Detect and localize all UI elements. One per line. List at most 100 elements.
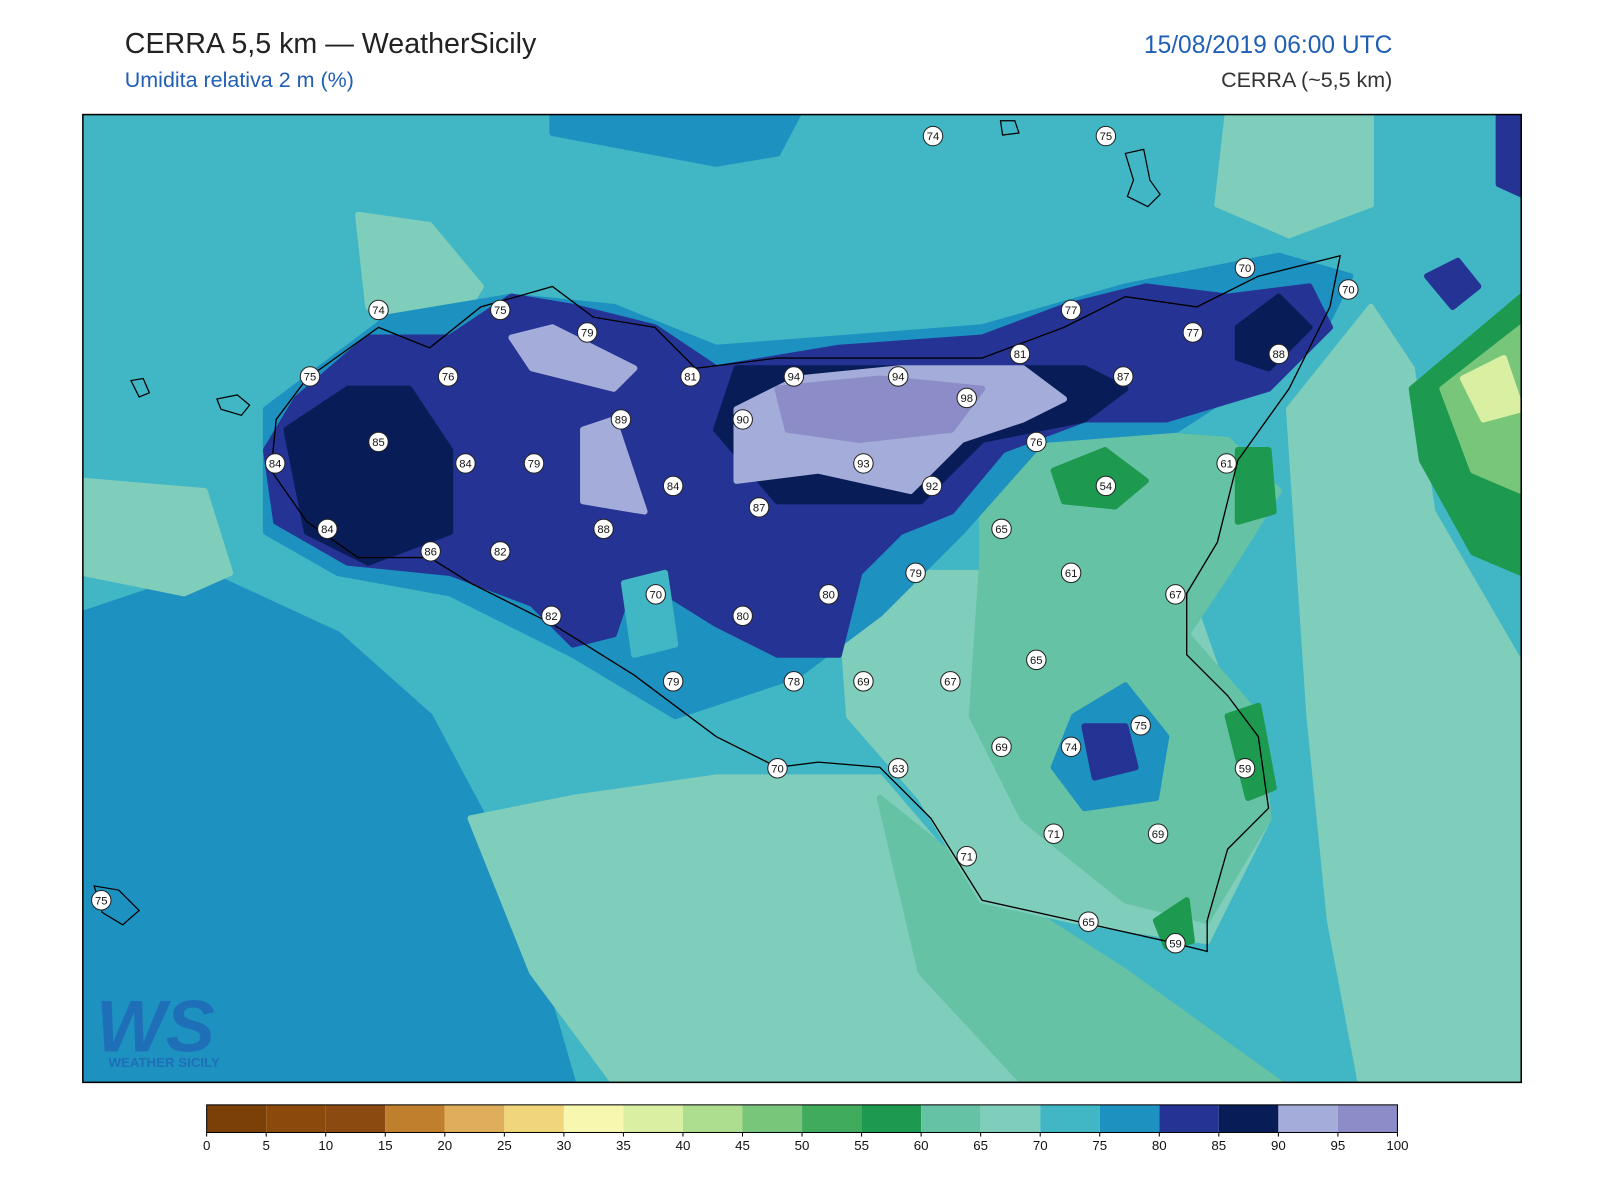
humidity-region (82, 477, 234, 597)
islands (93, 120, 1161, 926)
colorbar-tick-label: 5 (262, 1138, 269, 1153)
station-value: 87 (1117, 372, 1130, 384)
colorbar-swatch (1218, 1104, 1279, 1133)
colorbar-swatch (385, 1104, 445, 1133)
station-marker (368, 431, 389, 453)
station-value: 61 (1065, 568, 1078, 580)
station-marker (1338, 279, 1359, 300)
humidity-region (1214, 114, 1374, 239)
station-value: 92 (926, 481, 939, 493)
station-value: 82 (545, 611, 558, 623)
humidity-region (1285, 303, 1522, 1083)
colorbar-tick-label: 65 (973, 1138, 988, 1153)
station-value: 65 (1082, 917, 1095, 929)
stations: 74 75 74 75 79 70 70 77 77 88 81 87 75 76 81 94 94 98 85 89… (91, 125, 1359, 954)
humidity-region (620, 569, 679, 658)
station-marker (887, 758, 909, 779)
station-value: 71 (1047, 829, 1060, 841)
station-marker (1182, 322, 1204, 343)
station-marker (1234, 758, 1256, 779)
station-value: 79 (667, 676, 680, 688)
station-value: 59 (1169, 938, 1182, 950)
station-value: 75 (1100, 131, 1113, 143)
station-marker (1060, 562, 1082, 584)
colorbar-swatch (921, 1104, 981, 1133)
map-frame (82, 113, 1522, 1084)
humidity-region (82, 569, 576, 1083)
station-value: 77 (1065, 305, 1078, 317)
station-marker (1026, 649, 1047, 671)
humidity-region (1495, 114, 1522, 198)
station-value: 80 (822, 589, 835, 601)
colorbar-swatch (444, 1104, 505, 1133)
colorbar-tick-label: 60 (914, 1138, 929, 1153)
station-marker (922, 125, 944, 147)
colorbar-swatch (504, 1104, 564, 1133)
colorbar-swatch (1278, 1104, 1338, 1133)
colorbar-tick-label: 100 (1386, 1138, 1408, 1153)
station-value: 87 (753, 503, 766, 515)
station-value: 69 (995, 742, 1008, 754)
station-marker (783, 671, 805, 692)
station-marker (1165, 932, 1186, 954)
colorbar-tick-label: 85 (1211, 1138, 1226, 1153)
station-value: 75 (1134, 720, 1147, 732)
date: 15/08/2019 06:00 UTC (1144, 32, 1392, 59)
station-marker (368, 299, 389, 321)
humidity-region (1152, 897, 1195, 950)
station-marker (1078, 911, 1099, 932)
station-marker (490, 299, 511, 321)
station-value: 75 (494, 305, 507, 317)
station-value: 63 (892, 763, 905, 775)
colorbar-tick-label: 55 (854, 1138, 869, 1153)
colorbar-tick-label: 75 (1092, 1138, 1107, 1153)
station-value: 79 (581, 328, 594, 340)
station-value: 61 (1220, 459, 1233, 471)
station-marker (748, 497, 770, 518)
humidity-region (1424, 257, 1482, 310)
humidity-region (508, 324, 638, 392)
station-marker (1268, 343, 1290, 365)
station-value: 84 (667, 481, 680, 493)
colorbar-tick-label: 45 (735, 1138, 750, 1153)
station-marker (991, 736, 1012, 758)
station-marker (853, 671, 874, 692)
station-marker (956, 846, 977, 867)
station-marker (1095, 475, 1117, 497)
station-value: 71 (960, 851, 973, 863)
station-marker (1234, 257, 1256, 279)
colorbar-tick-label: 95 (1331, 1138, 1346, 1153)
station-value: 81 (1014, 349, 1027, 361)
colorbar-tick-label: 15 (378, 1138, 393, 1153)
station-marker (541, 605, 562, 627)
logo-text: WEATHER SICILY (108, 1055, 220, 1070)
logo: WS WEATHER SICILY (96, 985, 220, 1070)
station-marker (991, 518, 1012, 540)
colorbar-tick-label: 10 (318, 1138, 333, 1153)
colorbar-tick-label: 35 (616, 1138, 631, 1153)
station-value: 69 (857, 676, 870, 688)
humidity-region (1081, 723, 1139, 781)
station-marker (1026, 431, 1047, 453)
colorbar-swatch (266, 1104, 326, 1133)
station-value: 86 (424, 546, 437, 558)
station-marker (783, 366, 805, 387)
station-value: 76 (442, 372, 455, 384)
station-marker (645, 584, 666, 605)
station-value: 69 (1152, 829, 1165, 841)
colorbar-swatch (861, 1104, 922, 1133)
colorbar-tick-label: 90 (1271, 1138, 1286, 1153)
station-value: 94 (788, 372, 801, 384)
station-marker (299, 366, 321, 387)
station-marker (490, 541, 511, 562)
colorbar-swatch (1040, 1104, 1100, 1133)
station-value: 98 (960, 393, 973, 405)
station-value: 65 (995, 524, 1008, 536)
station-value: 89 (615, 415, 628, 427)
station-value: 70 (649, 589, 662, 601)
humidity-region (549, 114, 802, 167)
colorbar-tick-label: 25 (497, 1138, 512, 1153)
humidity-region (774, 375, 986, 443)
humidity-region (580, 416, 648, 515)
